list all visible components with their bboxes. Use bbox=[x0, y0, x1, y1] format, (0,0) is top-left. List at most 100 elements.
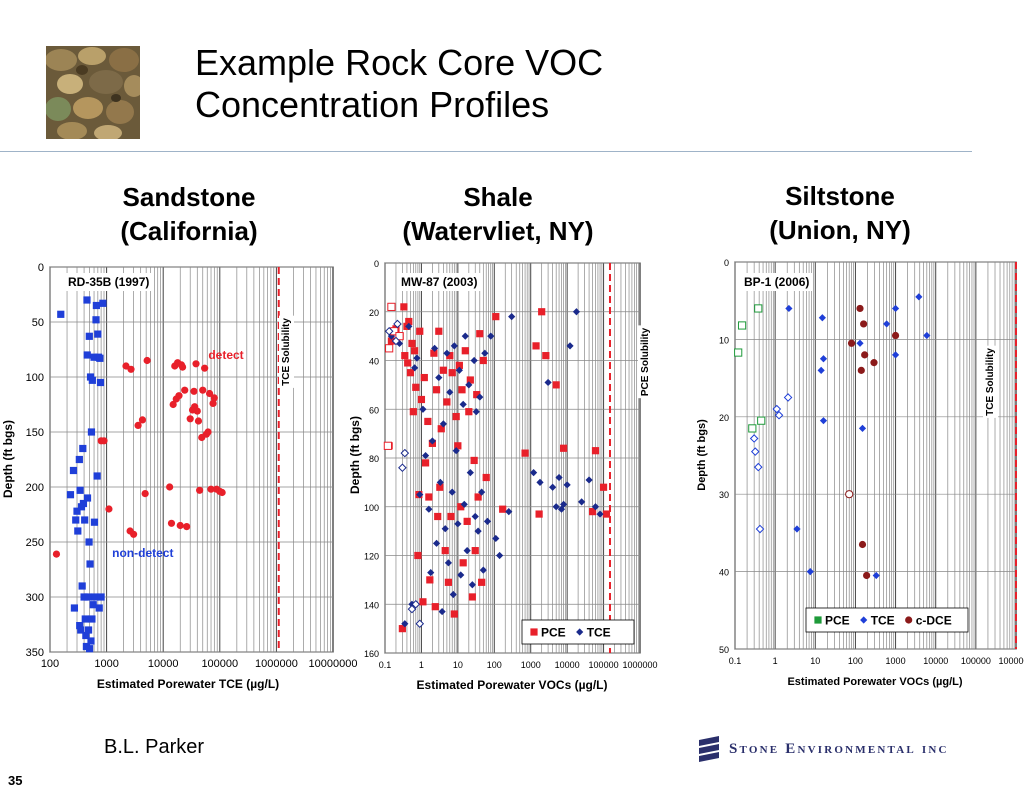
panel-caption-line2: (California) bbox=[120, 216, 258, 246]
y-tick-label: 150 bbox=[26, 427, 44, 439]
data-point bbox=[447, 512, 455, 521]
data-point bbox=[452, 447, 460, 455]
data-point bbox=[458, 386, 466, 394]
data-point bbox=[459, 400, 467, 408]
data-point bbox=[436, 483, 444, 491]
annotation-non-detect: non-detect bbox=[112, 546, 173, 560]
legend-marker bbox=[530, 628, 538, 636]
data-point bbox=[459, 559, 467, 567]
data-point bbox=[496, 551, 504, 560]
data-point bbox=[793, 525, 801, 533]
chart-title: MW-87 (2003) bbox=[401, 275, 477, 289]
data-point bbox=[432, 539, 441, 547]
data-point bbox=[414, 551, 422, 560]
legend-box bbox=[805, 607, 969, 633]
x-axis-label: Estimated Porewater VOCs (µg/L) bbox=[787, 676, 962, 688]
data-point bbox=[585, 476, 593, 484]
slide-title-line1: Example Rock Core VOC bbox=[195, 42, 604, 83]
data-point bbox=[861, 351, 869, 359]
data-point bbox=[444, 578, 452, 586]
data-point bbox=[432, 386, 441, 394]
data-point bbox=[95, 604, 103, 612]
solubility-label: TCE Solubility bbox=[281, 318, 292, 386]
data-point bbox=[175, 392, 183, 400]
data-point bbox=[858, 540, 867, 549]
series-detect bbox=[52, 356, 226, 558]
data-point bbox=[465, 408, 473, 416]
legend-label: c-DCE bbox=[916, 614, 952, 628]
x-tick-label: 100 bbox=[848, 656, 863, 666]
data-point bbox=[91, 593, 99, 601]
data-point bbox=[196, 486, 204, 494]
data-point bbox=[398, 463, 407, 473]
panel-caption-line1: Shale bbox=[463, 182, 533, 212]
chart-title: BP-1 (2006) bbox=[744, 275, 809, 289]
data-point bbox=[552, 503, 560, 511]
data-point bbox=[863, 571, 871, 580]
data-point bbox=[749, 434, 759, 443]
data-point bbox=[817, 366, 825, 374]
data-point bbox=[419, 405, 427, 413]
x-axis-label: Estimated Porewater TCE (µg/L) bbox=[97, 677, 279, 691]
data-point bbox=[845, 490, 854, 499]
data-point bbox=[97, 593, 105, 601]
data-point bbox=[457, 503, 465, 511]
data-point bbox=[806, 568, 814, 576]
x-tick-label: 1000 bbox=[886, 656, 906, 666]
y-tick-label: 40 bbox=[369, 357, 379, 367]
data-point bbox=[473, 391, 481, 399]
data-point bbox=[915, 293, 923, 301]
data-point bbox=[476, 393, 484, 401]
data-point bbox=[557, 505, 566, 513]
x-tick-label: 100000 bbox=[201, 658, 238, 670]
data-point bbox=[127, 365, 135, 373]
x-tick-label: 0.1 bbox=[729, 656, 742, 666]
data-point bbox=[415, 619, 425, 629]
legend-marker bbox=[860, 616, 868, 624]
data-point bbox=[450, 610, 458, 618]
data-point bbox=[176, 521, 184, 530]
data-point bbox=[560, 500, 568, 508]
y-axis-label: Depth (ft bgs) bbox=[348, 416, 362, 494]
y-tick-label: 200 bbox=[26, 482, 44, 494]
data-point bbox=[872, 571, 880, 580]
data-point bbox=[472, 408, 480, 416]
data-point bbox=[383, 441, 392, 450]
data-point bbox=[818, 314, 826, 322]
data-point bbox=[443, 398, 451, 406]
data-point bbox=[178, 363, 187, 371]
plot-area bbox=[734, 261, 1017, 650]
data-point bbox=[387, 337, 396, 345]
legend-label: TCE bbox=[871, 614, 895, 628]
series-c-dce bbox=[847, 304, 900, 580]
data-point bbox=[499, 505, 507, 513]
data-point bbox=[492, 534, 500, 543]
data-point bbox=[856, 304, 864, 313]
data-point bbox=[483, 517, 492, 525]
legend-label: PCE bbox=[825, 614, 850, 628]
series-open-4 bbox=[749, 393, 793, 534]
data-point bbox=[544, 378, 552, 387]
data-point bbox=[819, 417, 828, 425]
data-point bbox=[52, 550, 61, 558]
data-point bbox=[748, 424, 757, 433]
data-point bbox=[441, 525, 449, 533]
company-logo: Stone Environmental inc bbox=[697, 735, 949, 763]
data-point bbox=[463, 517, 471, 525]
data-point bbox=[555, 473, 563, 482]
author-credit: B.L. Parker bbox=[104, 736, 205, 758]
x-tick-label: 100000 bbox=[961, 656, 991, 666]
data-point bbox=[87, 428, 96, 436]
data-point bbox=[83, 494, 92, 502]
data-point bbox=[466, 376, 474, 384]
data-point bbox=[443, 349, 451, 357]
panel-caption-line1: Sandstone bbox=[122, 182, 256, 212]
data-point bbox=[591, 447, 600, 455]
data-point bbox=[783, 393, 793, 402]
data-point bbox=[596, 510, 604, 518]
data-point bbox=[476, 330, 484, 338]
data-point bbox=[82, 631, 90, 640]
data-point bbox=[737, 321, 747, 330]
data-point bbox=[78, 582, 86, 590]
